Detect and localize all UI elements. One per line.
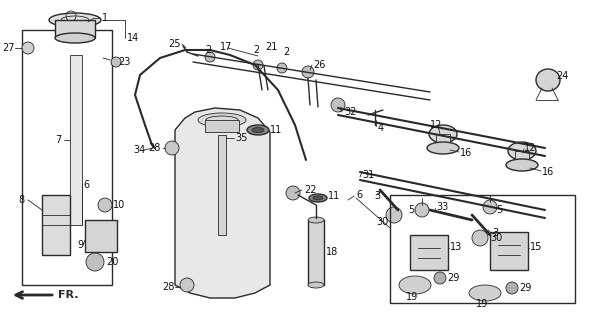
Bar [85,220,117,252]
Text: 11: 11 [328,191,340,201]
Text: 28: 28 [148,143,160,153]
Circle shape [86,253,104,271]
Text: 23: 23 [118,57,130,67]
Circle shape [472,230,488,246]
Ellipse shape [536,69,560,91]
Ellipse shape [508,142,536,160]
Text: 25: 25 [168,39,181,49]
Bar [515,151,529,165]
Ellipse shape [55,33,95,43]
Text: 28: 28 [162,282,175,292]
Circle shape [483,200,497,214]
Text: 9: 9 [77,240,83,250]
Ellipse shape [252,127,264,132]
Text: 19: 19 [476,299,488,309]
Ellipse shape [313,196,323,200]
Circle shape [277,63,287,73]
Bar [42,195,70,255]
Ellipse shape [469,285,501,301]
Circle shape [111,57,121,67]
Bar [436,134,450,148]
Text: 34: 34 [133,145,145,155]
Circle shape [253,60,263,70]
Text: 3: 3 [374,191,380,201]
Circle shape [165,141,179,155]
Circle shape [180,278,194,292]
Circle shape [286,186,300,200]
Text: 3: 3 [492,228,498,238]
Text: 12: 12 [524,143,536,153]
Circle shape [302,66,314,78]
Text: 6: 6 [83,180,89,190]
Text: 27: 27 [2,43,14,53]
Text: 12: 12 [430,120,443,130]
Ellipse shape [309,194,327,202]
Bar [308,220,324,285]
Text: 29: 29 [447,273,459,283]
Ellipse shape [198,113,246,127]
Text: FR.: FR. [58,290,78,300]
Text: 2: 2 [205,45,211,55]
Text: 22: 22 [304,185,316,195]
Text: 1: 1 [102,13,108,23]
Text: 19: 19 [406,292,418,302]
Circle shape [22,42,34,54]
Text: 24: 24 [556,71,568,81]
Bar [205,120,239,132]
Text: 14: 14 [127,33,139,43]
Ellipse shape [49,13,101,27]
Text: 31: 31 [362,170,374,180]
Ellipse shape [308,282,324,288]
Text: 10: 10 [113,200,125,210]
Text: 30: 30 [490,233,502,243]
Text: 21: 21 [265,42,277,52]
Ellipse shape [427,142,459,154]
Text: 8: 8 [18,195,24,205]
Circle shape [415,203,429,217]
Text: 7: 7 [55,135,61,145]
Text: 32: 32 [344,107,356,117]
Text: 16: 16 [460,148,472,158]
Text: 20: 20 [106,257,118,267]
Text: 26: 26 [313,60,325,70]
Text: 35: 35 [235,133,248,143]
Text: 30: 30 [376,217,388,227]
Circle shape [205,52,215,62]
Ellipse shape [247,125,269,135]
Text: 5: 5 [496,205,502,215]
Circle shape [506,282,518,294]
Circle shape [98,198,112,212]
Ellipse shape [506,159,538,171]
Bar [22,30,112,285]
Bar [55,20,95,38]
Bar [218,135,226,235]
Bar [70,55,82,225]
Bar [390,195,575,303]
Text: 4: 4 [378,123,384,133]
Text: 15: 15 [530,242,542,252]
Polygon shape [175,108,270,298]
Text: 2: 2 [283,47,289,57]
Bar [410,235,448,270]
Circle shape [331,98,345,112]
Circle shape [386,207,402,223]
Text: 5: 5 [408,205,414,215]
Ellipse shape [308,217,324,223]
Text: 29: 29 [519,283,532,293]
Text: 13: 13 [450,242,462,252]
Text: 33: 33 [436,202,448,212]
Text: 2: 2 [253,45,260,55]
Text: 18: 18 [326,247,338,257]
Circle shape [434,272,446,284]
Bar [490,232,528,270]
Text: 16: 16 [542,167,554,177]
Text: 6: 6 [356,190,362,200]
Text: 11: 11 [270,125,282,135]
Text: 17: 17 [220,42,233,52]
Ellipse shape [429,125,457,143]
Ellipse shape [399,276,431,294]
